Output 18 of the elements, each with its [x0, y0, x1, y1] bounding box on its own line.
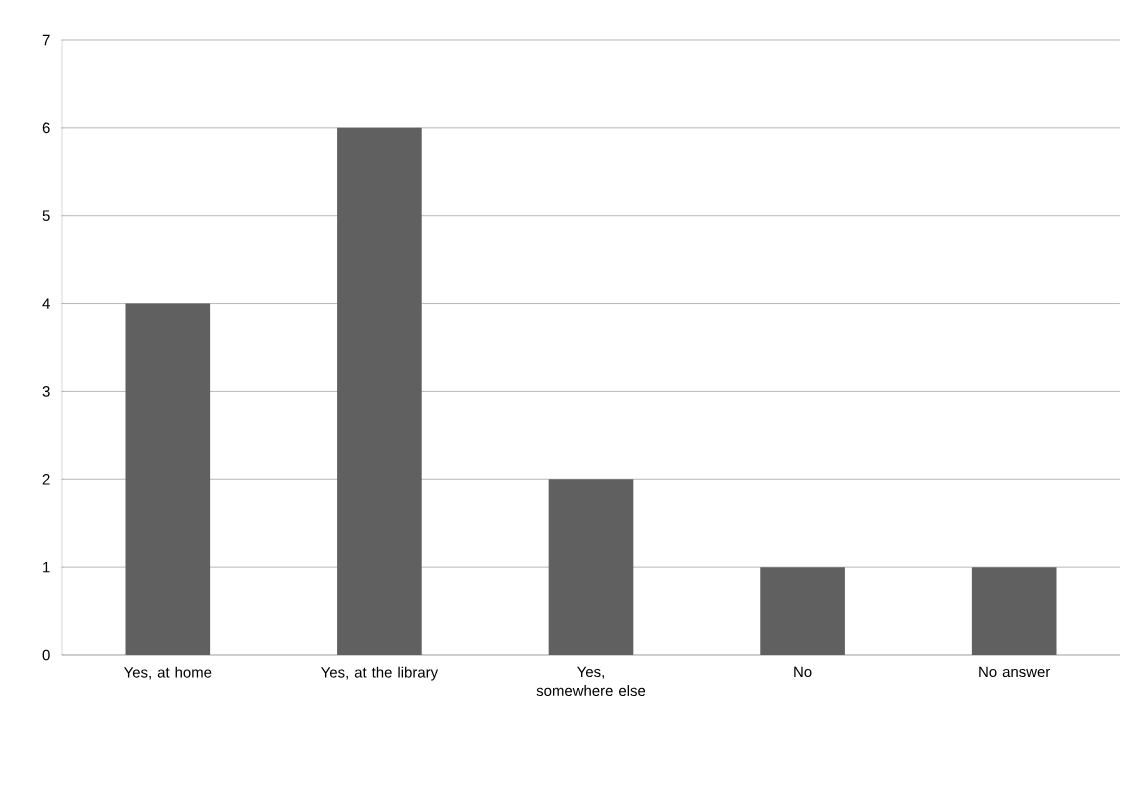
bar	[760, 567, 845, 655]
y-tick-label: 4	[42, 298, 50, 309]
bar	[337, 127, 422, 655]
y-tick-label: 3	[42, 386, 50, 397]
y-tick-label: 2	[42, 474, 50, 485]
y-tick-label: 5	[42, 210, 50, 221]
x-tick-label: Yes, at home	[123, 666, 212, 680]
y-tick-label: 6	[42, 122, 50, 134]
y-tick-label: 1	[43, 561, 50, 573]
y-tick-label: 7	[42, 34, 50, 46]
bar	[548, 479, 634, 655]
x-tick-label: Yes, at the library	[321, 666, 439, 681]
bar	[971, 567, 1057, 655]
y-tick-label: 0	[42, 649, 50, 661]
bar	[125, 303, 211, 655]
x-tick-label: No	[794, 666, 812, 678]
x-tick-label: No answer	[979, 666, 1051, 678]
x-tick-label: Yes, somewhere else	[536, 666, 646, 697]
